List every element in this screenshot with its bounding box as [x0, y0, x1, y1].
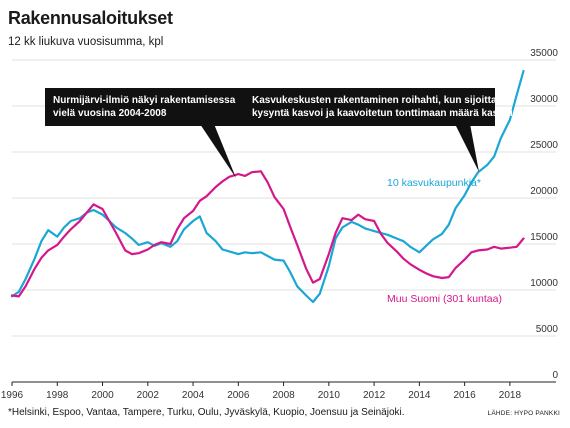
y-tick-label: 35000: [530, 48, 558, 59]
y-tick-label: 10000: [530, 278, 558, 289]
x-tick-label: 2002: [137, 390, 160, 401]
annotation-nurmijarvi: Nurmijärvi-ilmiö näkyi rakentamisessa vi…: [45, 88, 245, 178]
annotation-kasvukeskukset-box: [245, 88, 495, 126]
y-tick-label: 25000: [530, 140, 558, 151]
series-line-rest: [10, 170, 525, 298]
annotation-nurmijarvi-line-1: Nurmijärvi-ilmiö näkyi rakentamisessa: [53, 95, 236, 106]
x-tick-label: 2004: [182, 390, 205, 401]
x-tick-label: 2018: [499, 390, 522, 401]
chart-subtitle: 12 kk liukuva vuosisumma, kpl: [8, 36, 164, 48]
y-tick-label: 20000: [530, 186, 558, 197]
annotation-kasvukeskukset-line-2: kysyntä kasvoi ja kaavoitetun tonttimaan…: [252, 108, 513, 119]
series-line-cities: [10, 69, 525, 304]
x-tick-label: 2010: [318, 390, 341, 401]
x-tick-label: 2008: [272, 390, 295, 401]
series-label-rest: Muu Suomi (301 kuntaa): [387, 293, 502, 305]
y-tick-label: 15000: [530, 232, 558, 243]
x-tick-label: 2006: [227, 390, 250, 401]
annotation-nurmijarvi-box: [45, 88, 245, 126]
footnote: *Helsinki, Espoo, Vantaa, Tampere, Turku…: [8, 407, 405, 418]
y-tick-label: 0: [552, 370, 558, 381]
xtick-layer: 1996 1998 2000 2002 2004 2006 2008 2010 2012 2014…: [1, 382, 522, 401]
annotation-kasvukeskukset-line-1: Kasvukeskusten rakentaminen roihahti, ku…: [252, 95, 508, 106]
x-tick-label: 2012: [363, 390, 386, 401]
x-tick-label: 1998: [46, 390, 69, 401]
annotation-kasvukeskukset-pointer: [455, 124, 479, 172]
y-tick-label: 5000: [536, 324, 559, 335]
x-tick-label: 1996: [1, 390, 24, 401]
ytick-layer: 0 5000 10000 15000 20000 25000 30000 35000: [530, 48, 558, 381]
series-label-cities: 10 kasvukaupunkia*: [387, 177, 481, 189]
annotation-nurmijarvi-pointer: [200, 124, 236, 178]
annotation-nurmijarvi-line-2: vielä vuosina 2004-2008: [53, 108, 167, 119]
y-tick-label: 30000: [530, 94, 558, 105]
x-tick-label: 2000: [91, 390, 114, 401]
chart-title: Rakennusaloitukset: [8, 8, 173, 28]
annotation-kasvukeskukset: Kasvukeskusten rakentaminen roihahti, ku…: [245, 88, 513, 172]
x-tick-label: 2014: [408, 390, 431, 401]
series-layer: [10, 69, 525, 304]
x-tick-label: 2016: [454, 390, 477, 401]
source-credit: LÄHDE: HYPO PANKKI: [487, 410, 560, 417]
